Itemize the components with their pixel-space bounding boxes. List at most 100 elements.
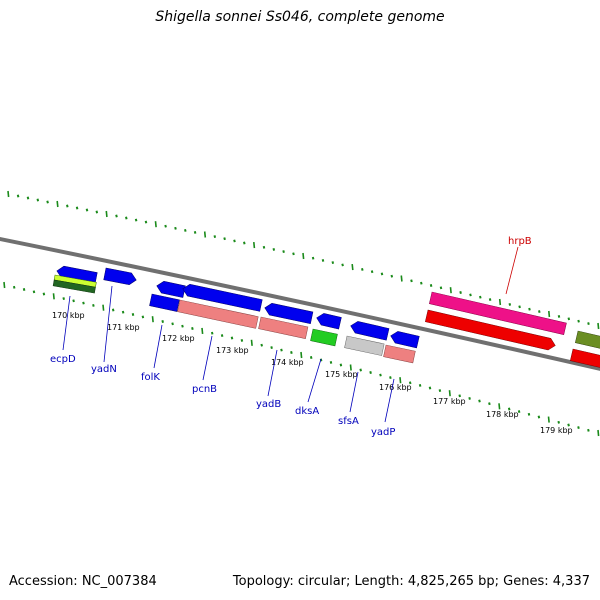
- outer-tick: [85, 208, 89, 212]
- outer-tick: [95, 210, 99, 214]
- outer-tick: [567, 317, 571, 321]
- inner-tick: [42, 292, 46, 296]
- inner-tick: [141, 315, 145, 319]
- inner-tick: [250, 339, 253, 346]
- kbp-label: 175 kbp: [325, 370, 358, 379]
- inner-tick: [131, 313, 135, 316]
- gene-yadP-forward[interactable]: [389, 330, 420, 349]
- outer-tick: [253, 242, 256, 249]
- gene-label-hrpB[interactable]: hrpB: [508, 236, 532, 247]
- gene-sfsA-forward[interactable]: [349, 320, 390, 341]
- gene-label-yadB[interactable]: yadB: [256, 399, 281, 410]
- accession-text: Accession: NC_007384: [9, 574, 157, 589]
- outer-tick: [311, 256, 315, 260]
- inner-tick: [597, 429, 600, 437]
- inner-tick: [438, 389, 442, 393]
- outer-tick: [390, 274, 394, 278]
- outer-tick: [282, 250, 285, 254]
- inner-tick: [577, 426, 580, 430]
- gene-label-yadN[interactable]: yadN: [91, 364, 117, 375]
- outer-tick: [538, 310, 541, 314]
- inner-tick: [121, 310, 125, 314]
- outer-tick: [26, 196, 30, 200]
- gene-label-ecpD[interactable]: ecpD: [50, 354, 76, 365]
- inner-tick: [72, 299, 75, 303]
- gene-yadP-pink[interactable]: [383, 344, 416, 364]
- inner-tick: [309, 356, 313, 359]
- outer-tick: [449, 287, 452, 294]
- inner-tick: [547, 416, 550, 423]
- outer-tick: [420, 281, 423, 285]
- outer-tick: [302, 252, 305, 260]
- gene-dksA-green[interactable]: [310, 328, 338, 347]
- inner-tick: [32, 290, 36, 294]
- inner-tick: [478, 399, 481, 403]
- inner-tick: [270, 346, 273, 350]
- outer-tick: [548, 310, 551, 318]
- gene-ecpD-green-b[interactable]: [52, 279, 96, 294]
- outer-tick: [439, 286, 443, 290]
- inner-tick: [507, 407, 511, 411]
- gene-label-sfsA[interactable]: sfsA: [338, 416, 359, 427]
- gene-label-dksA[interactable]: dksA: [295, 406, 319, 417]
- outer-tick: [341, 263, 344, 267]
- label-leaders: [62, 285, 395, 423]
- outer-tick: [429, 284, 433, 287]
- outer-tick: [144, 220, 148, 224]
- inner-tick: [389, 376, 392, 380]
- inner-tick: [458, 394, 461, 398]
- outer-tick: [243, 241, 246, 245]
- gene-label-folK[interactable]: folK: [141, 372, 160, 383]
- inner-tick: [418, 383, 422, 387]
- outer-tick: [7, 190, 10, 198]
- outer-tick-row: [7, 190, 600, 330]
- gene-red-edge[interactable]: [570, 348, 600, 369]
- inner-tick: [82, 301, 85, 305]
- inner-tick: [220, 334, 224, 338]
- inner-tick: [111, 308, 115, 312]
- inner-tick: [210, 331, 214, 335]
- gene-hrpB[interactable]: [429, 291, 567, 336]
- inner-tick: [260, 343, 263, 347]
- outer-tick: [351, 264, 354, 271]
- reverse-strand: [52, 274, 600, 369]
- gene-dksA-forward[interactable]: [315, 312, 342, 330]
- outer-tick: [498, 298, 502, 306]
- gene-yadB-forward[interactable]: [264, 302, 314, 325]
- kbp-label: 172 kbp: [162, 334, 195, 343]
- outer-tick: [16, 194, 20, 198]
- gene-yadN-forward[interactable]: [103, 267, 138, 286]
- outer-tick: [46, 200, 49, 204]
- gene-pcnB-forward[interactable]: [182, 283, 263, 312]
- kbp-label: 173 kbp: [216, 346, 249, 355]
- outer-tick: [380, 272, 384, 276]
- inner-tick: [498, 403, 501, 410]
- gene-label-yadP[interactable]: yadP: [371, 427, 395, 438]
- outer-tick: [105, 210, 108, 218]
- gene-folK-forward[interactable]: [156, 280, 186, 298]
- genome-summary-text: Topology: circular; Length: 4,825,265 bp…: [232, 574, 590, 589]
- gene-folK-reverse[interactable]: [149, 293, 180, 312]
- outer-tick: [56, 200, 59, 208]
- outer-tick: [557, 314, 561, 318]
- outer-tick: [469, 293, 472, 297]
- gene-sfsA-gray[interactable]: [344, 335, 385, 356]
- outer-tick: [233, 239, 236, 243]
- inner-tick: [349, 364, 352, 371]
- kbp-label: 171 kbp: [107, 323, 140, 332]
- inner-tick: [161, 320, 164, 323]
- gene-hrpB-red[interactable]: [425, 309, 556, 351]
- gene-pcnB-reverse[interactable]: [177, 299, 259, 329]
- inner-tick: [12, 285, 16, 289]
- outer-tick: [125, 216, 128, 220]
- gene-olive-edge[interactable]: [575, 330, 600, 350]
- outer-tick: [36, 198, 40, 202]
- inner-tick: [399, 377, 402, 384]
- inner-tick: [62, 297, 65, 301]
- gene-yadB-reverse[interactable]: [258, 316, 309, 340]
- outer-tick: [331, 261, 335, 265]
- outer-tick: [223, 237, 226, 241]
- gene-label-pcnB[interactable]: pcnB: [192, 384, 217, 395]
- inner-tick: [92, 303, 95, 307]
